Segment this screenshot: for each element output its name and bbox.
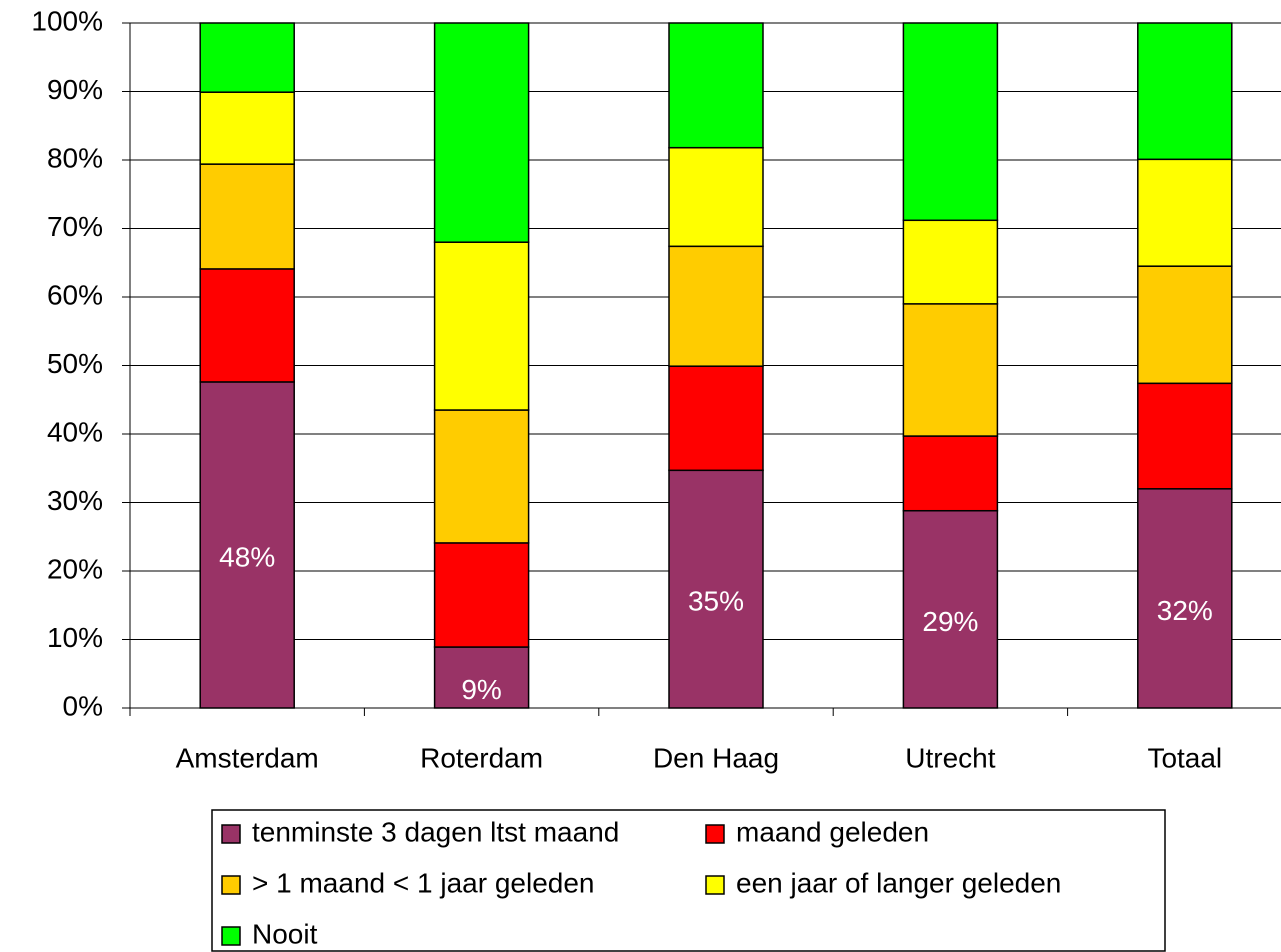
bar-segment: [199, 91, 295, 165]
y-tick-label: 70%: [47, 211, 103, 242]
y-tick-label: 10%: [47, 622, 103, 653]
y-tick-label: 0%: [63, 690, 103, 721]
bar-segment: [668, 146, 764, 248]
bar-segment: [902, 303, 999, 437]
y-tick-label: 40%: [47, 416, 103, 447]
data-label: 32%: [1157, 595, 1213, 626]
bar-segment: [1137, 158, 1233, 267]
bar-segment: [902, 435, 999, 512]
y-tick-label: 60%: [47, 279, 103, 310]
y-tick-label: 90%: [47, 74, 103, 105]
y-tick-label: 20%: [47, 553, 103, 584]
bar-segment: [433, 542, 530, 648]
x-tick-label: Roterdam: [420, 742, 543, 773]
legend-swatch: [221, 875, 241, 895]
bar-segment: [668, 22, 764, 149]
bar-segment: [433, 241, 530, 411]
legend-swatch: [221, 926, 241, 946]
bar-segment: [902, 219, 999, 305]
data-label: 35%: [688, 586, 744, 617]
x-tick-label: Amsterdam: [176, 742, 319, 773]
y-tick-label: 80%: [47, 142, 103, 173]
x-tick-label: Den Haag: [653, 742, 779, 773]
bar-segment: [433, 409, 530, 544]
bar-segment: [668, 245, 764, 367]
bar-segment: [433, 646, 530, 709]
legend-box: [211, 809, 1166, 952]
data-label: 29%: [922, 606, 978, 637]
bar-segment: [433, 22, 530, 243]
bar-segment: [199, 163, 295, 270]
bar-segment: [199, 22, 295, 93]
bar-segment: [668, 365, 764, 472]
y-tick-label: 30%: [47, 485, 103, 516]
x-tick-label: Totaal: [1147, 742, 1222, 773]
legend-label: > 1 maand < 1 jaar geleden: [252, 867, 594, 898]
y-tick-label: 50%: [47, 348, 103, 379]
legend-label: Nooit: [252, 918, 318, 949]
data-label: 9%: [461, 674, 501, 705]
bar-segment: [668, 469, 764, 709]
legend-label: een jaar of langer geleden: [736, 867, 1061, 898]
x-tick-label: Utrecht: [905, 742, 995, 773]
data-label: 48%: [219, 541, 275, 572]
bar-segment: [199, 381, 295, 709]
bar-segment: [1137, 488, 1233, 709]
bar-segment: [902, 22, 999, 222]
bar-segment: [199, 268, 295, 383]
bar-segment: [1137, 22, 1233, 161]
legend-label: maand geleden: [736, 816, 929, 847]
legend-swatch: [705, 824, 725, 844]
legend-swatch: [705, 875, 725, 895]
legend-swatch: [221, 824, 241, 844]
y-tick-label: 100%: [31, 5, 103, 36]
legend-label: tenminste 3 dagen ltst maand: [252, 816, 619, 847]
bar-segment: [1137, 265, 1233, 385]
bar-segment: [1137, 382, 1233, 490]
